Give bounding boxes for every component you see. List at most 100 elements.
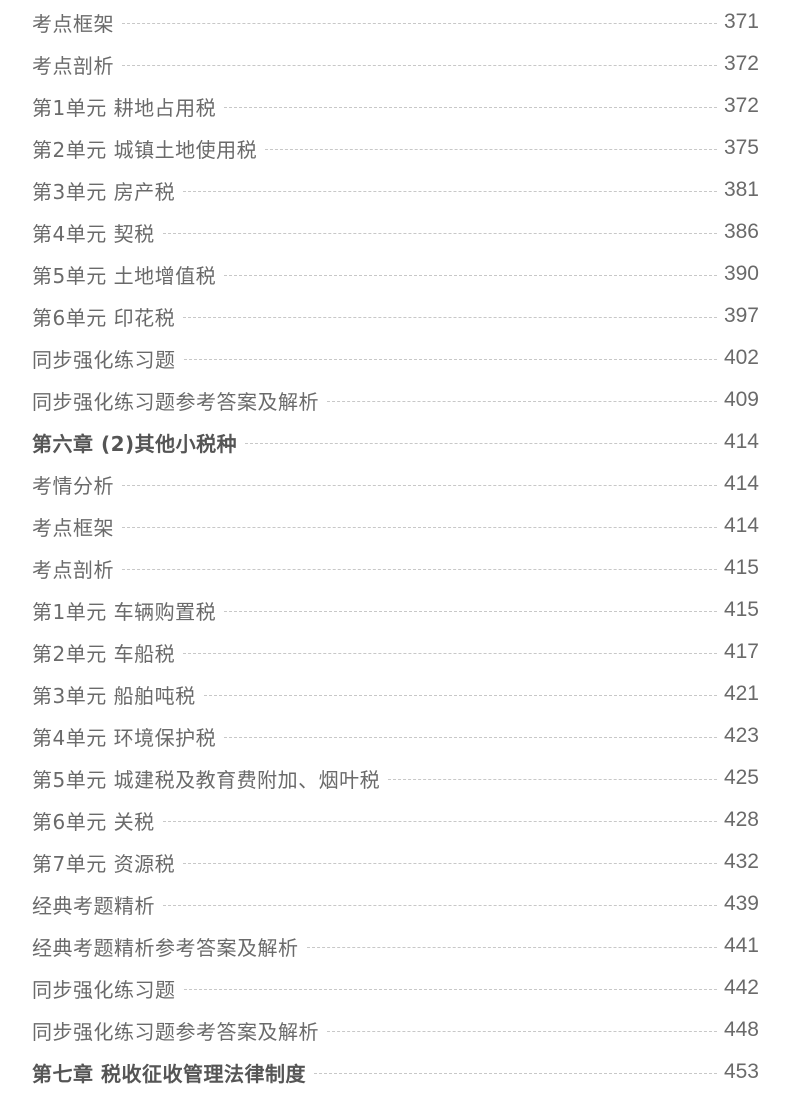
toc-entry[interactable]: 第5单元 土地增值税 390 xyxy=(32,253,759,295)
toc-entry-page-number: 414 xyxy=(723,430,759,453)
dotted-leader xyxy=(388,778,717,780)
toc-entry-page-number: 372 xyxy=(723,52,759,75)
table-of-contents: 考点框架 371 考点剖析 372 第1单元 耕地占用税 372 第2单元 城镇土地使用税 3… xyxy=(32,1,759,1093)
dotted-leader xyxy=(224,274,717,276)
dotted-leader xyxy=(122,64,717,66)
dotted-leader xyxy=(183,862,717,864)
toc-entry[interactable]: 第2单元 车船税 417 xyxy=(32,631,759,673)
toc-entry-page-number: 441 xyxy=(723,934,759,957)
dotted-leader xyxy=(162,820,717,822)
toc-entry[interactable]: 第4单元 契税 386 xyxy=(32,211,759,253)
dotted-leader xyxy=(265,148,717,150)
toc-entry[interactable]: 考点剖析 372 xyxy=(32,43,759,85)
toc-entry-title: 同步强化练习题 xyxy=(32,347,176,372)
toc-entry-page-number: 372 xyxy=(723,94,759,117)
toc-entry-title: 第5单元 城建税及教育费附加、烟叶税 xyxy=(32,767,381,792)
toc-entry-page-number: 386 xyxy=(723,220,759,243)
toc-entry-page-number: 417 xyxy=(723,640,759,663)
toc-entry-page-number: 390 xyxy=(723,262,759,285)
toc-entry-title: 第1单元 车辆购置税 xyxy=(32,599,217,624)
toc-entry-title: 同步强化练习题参考答案及解析 xyxy=(32,389,319,414)
toc-entry[interactable]: 第3单元 船舶吨税 421 xyxy=(32,673,759,715)
toc-entry[interactable]: 第6单元 关税 428 xyxy=(32,799,759,841)
toc-entry-page-number: 453 xyxy=(723,1060,759,1083)
toc-entry-title: 考点剖析 xyxy=(32,53,114,78)
toc-entry-page-number: 375 xyxy=(723,136,759,159)
toc-entry-page-number: 371 xyxy=(723,10,759,33)
dotted-leader xyxy=(183,190,717,192)
toc-entry-title: 第3单元 房产税 xyxy=(32,179,176,204)
toc-entry-page-number: 414 xyxy=(723,514,759,537)
toc-entry[interactable]: 考点剖析 415 xyxy=(32,547,759,589)
toc-entry-page-number: 448 xyxy=(723,1018,759,1041)
toc-entry-title: 考点剖析 xyxy=(32,557,114,582)
toc-chapter-entry[interactable]: 第六章 (2)其他小税种 414 xyxy=(32,421,759,463)
toc-entry-title: 第4单元 环境保护税 xyxy=(32,725,217,750)
toc-entry-title: 经典考题精析 xyxy=(32,893,155,918)
toc-entry-page-number: 415 xyxy=(723,556,759,579)
toc-entry-title: 经典考题精析参考答案及解析 xyxy=(32,935,299,960)
toc-entry[interactable]: 经典考题精析参考答案及解析 441 xyxy=(32,925,759,967)
toc-entry-title: 同步强化练习题 xyxy=(32,977,176,1002)
dotted-leader xyxy=(327,400,717,402)
toc-chapter-entry[interactable]: 第七章 税收征收管理法律制度 453 xyxy=(32,1051,759,1093)
dotted-leader xyxy=(163,904,717,906)
toc-entry-title: 第6单元 关税 xyxy=(32,809,155,834)
toc-entry[interactable]: 考情分析 414 xyxy=(32,463,759,505)
toc-entry[interactable]: 同步强化练习题参考答案及解析 409 xyxy=(32,379,759,421)
dotted-leader xyxy=(313,1072,717,1074)
toc-entry[interactable]: 第1单元 车辆购置税 415 xyxy=(32,589,759,631)
dotted-leader xyxy=(224,106,717,108)
toc-entry[interactable]: 第2单元 城镇土地使用税 375 xyxy=(32,127,759,169)
toc-entry[interactable]: 考点框架 371 xyxy=(32,1,759,43)
toc-entry-page-number: 397 xyxy=(723,304,759,327)
toc-entry-page-number: 409 xyxy=(723,388,759,411)
dotted-leader xyxy=(183,316,717,318)
toc-entry-page-number: 421 xyxy=(723,682,759,705)
toc-entry-page-number: 415 xyxy=(723,598,759,621)
dotted-leader xyxy=(203,694,717,696)
dotted-leader xyxy=(183,358,717,360)
toc-entry-page-number: 414 xyxy=(723,472,759,495)
dotted-leader xyxy=(183,988,717,990)
dotted-leader xyxy=(327,1030,717,1032)
toc-entry[interactable]: 第1单元 耕地占用税 372 xyxy=(32,85,759,127)
toc-entry-page-number: 428 xyxy=(723,808,759,831)
toc-entry-title: 同步强化练习题参考答案及解析 xyxy=(32,1019,319,1044)
toc-entry-page-number: 425 xyxy=(723,766,759,789)
toc-entry-title: 第6单元 印花税 xyxy=(32,305,176,330)
toc-entry[interactable]: 考点框架 414 xyxy=(32,505,759,547)
dotted-leader xyxy=(122,526,717,528)
dotted-leader xyxy=(306,946,717,948)
dotted-leader xyxy=(183,652,717,654)
toc-entry[interactable]: 同步强化练习题 402 xyxy=(32,337,759,379)
toc-entry-page-number: 402 xyxy=(723,346,759,369)
toc-entry[interactable]: 第7单元 资源税 432 xyxy=(32,841,759,883)
toc-entry-title: 考情分析 xyxy=(32,473,114,498)
dotted-leader xyxy=(122,22,717,24)
toc-entry-title: 第5单元 土地增值税 xyxy=(32,263,217,288)
toc-entry-page-number: 381 xyxy=(723,178,759,201)
dotted-leader xyxy=(162,232,717,234)
toc-entry-title: 第2单元 车船税 xyxy=(32,641,176,666)
dotted-leader xyxy=(122,484,717,486)
toc-entry[interactable]: 同步强化练习题参考答案及解析 448 xyxy=(32,1009,759,1051)
toc-entry[interactable]: 第6单元 印花税 397 xyxy=(32,295,759,337)
toc-entry-title: 第7单元 资源税 xyxy=(32,851,176,876)
toc-entry[interactable]: 第5单元 城建税及教育费附加、烟叶税 425 xyxy=(32,757,759,799)
toc-entry-title: 考点框架 xyxy=(32,515,114,540)
toc-entry-page-number: 439 xyxy=(723,892,759,915)
toc-entry[interactable]: 第3单元 房产税 381 xyxy=(32,169,759,211)
dotted-leader xyxy=(245,442,717,444)
dotted-leader xyxy=(224,610,717,612)
toc-entry-page-number: 432 xyxy=(723,850,759,873)
toc-entry[interactable]: 第4单元 环境保护税 423 xyxy=(32,715,759,757)
toc-entry[interactable]: 同步强化练习题 442 xyxy=(32,967,759,1009)
toc-entry-title: 第2单元 城镇土地使用税 xyxy=(32,137,258,162)
dotted-leader xyxy=(122,568,717,570)
toc-entry-title: 第4单元 契税 xyxy=(32,221,155,246)
toc-entry-title: 第六章 (2)其他小税种 xyxy=(32,431,238,456)
toc-entry-title: 第1单元 耕地占用税 xyxy=(32,95,217,120)
toc-entry[interactable]: 经典考题精析 439 xyxy=(32,883,759,925)
toc-entry-title: 考点框架 xyxy=(32,11,114,36)
